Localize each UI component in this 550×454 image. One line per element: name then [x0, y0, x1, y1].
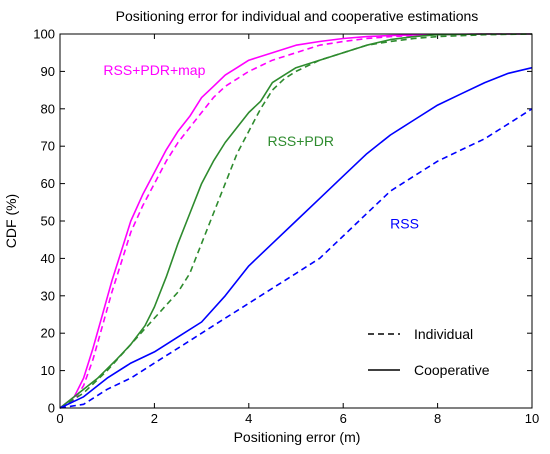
y-tick-label: 60 [41, 176, 55, 191]
y-tick-label: 50 [41, 214, 55, 229]
y-tick-label: 40 [41, 251, 55, 266]
series-line-5-dashed [59, 108, 533, 409]
y-tick-label: 20 [41, 326, 55, 341]
annotation-label: RSS [390, 215, 419, 231]
legend-label: Cooperative [414, 362, 490, 378]
series-lines [59, 33, 533, 409]
y-tick-label: 10 [41, 363, 55, 378]
x-tick-label: 4 [245, 411, 252, 426]
x-tick-label: 10 [525, 411, 539, 426]
x-tick-label: 8 [434, 411, 441, 426]
x-tick-label: 0 [56, 411, 63, 426]
y-axis-label: CDF (%) [3, 194, 19, 248]
series-line-4-solid [59, 66, 533, 409]
y-tick-label: 100 [33, 27, 55, 42]
plot-frame [59, 33, 533, 409]
y-tick-label: 70 [41, 139, 55, 154]
series-line-0-solid [59, 33, 532, 409]
x-tick-label: 2 [151, 411, 158, 426]
x-axis-label: Positioning error (m) [234, 429, 361, 445]
series-line-1-dashed [59, 33, 532, 409]
annotation-label: RSS+PDR [267, 133, 334, 149]
legend: Individual Cooperative [368, 326, 490, 378]
chart-title: Positioning error for individual and coo… [116, 8, 479, 24]
annotation-label: RSS+PDR+map [103, 62, 205, 78]
x-tick-label: 6 [340, 411, 347, 426]
y-tick-label: 0 [48, 401, 55, 416]
y-tick-label: 30 [41, 288, 55, 303]
y-tick-label: 90 [41, 64, 55, 79]
legend-label: Individual [414, 326, 473, 342]
y-tick-label: 80 [41, 101, 55, 116]
series-line-3-dashed [59, 33, 533, 409]
annotations: RSS+PDR+map RSS+PDR RSS [103, 62, 419, 231]
